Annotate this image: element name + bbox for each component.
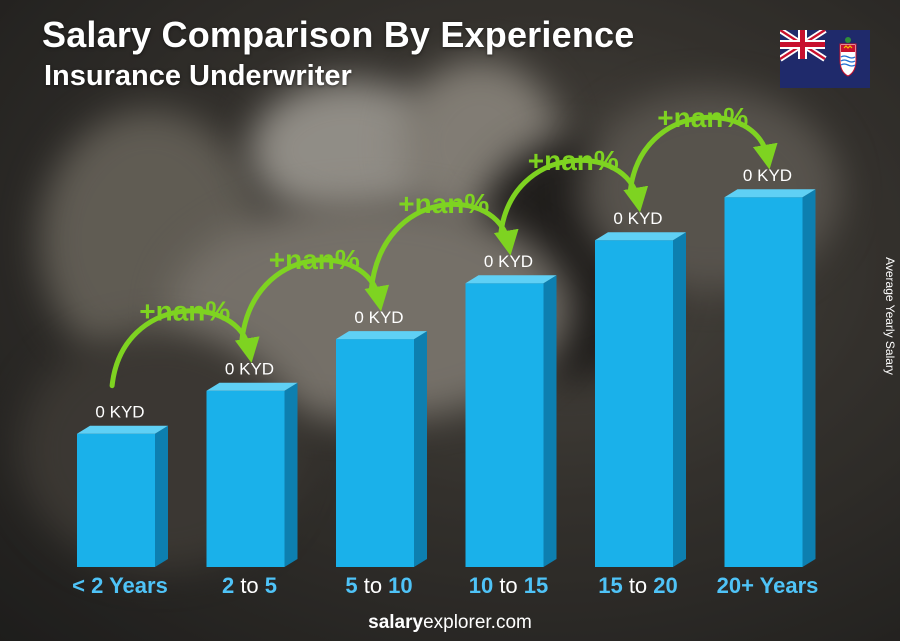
bar-front (595, 240, 673, 567)
tick-label-5: 15 to 20 (598, 573, 678, 598)
bar-side (673, 232, 686, 567)
change-label-3: +nan% (398, 188, 489, 219)
bar-6 (724, 189, 816, 567)
chart-subtitle: Insurance Underwriter (44, 60, 352, 92)
value-label-1: 0 KYD (95, 403, 144, 422)
value-label-2: 0 KYD (225, 360, 274, 379)
bar-top (595, 232, 686, 241)
bar-front (206, 390, 285, 567)
bar-3 (336, 331, 427, 567)
tick-label-6: 20+ Years (717, 573, 819, 598)
value-label-4: 0 KYD (484, 252, 533, 271)
bar-side (802, 189, 816, 567)
value-label-3: 0 KYD (354, 308, 403, 327)
bar-5 (595, 232, 686, 567)
change-label-1: +nan% (139, 296, 230, 327)
bar-front (465, 283, 544, 567)
change-label-2: +nan% (269, 244, 360, 275)
footer-brand-rest: explorer.com (423, 612, 532, 633)
bar-side (414, 331, 427, 567)
chart-title: Salary Comparison By Experience (42, 14, 635, 55)
value-label-6: 0 KYD (743, 166, 792, 185)
bar-2 (206, 382, 298, 567)
bar-1 (77, 425, 168, 567)
tick-label-4: 10 to 15 (469, 573, 549, 598)
bar-top (206, 382, 298, 391)
bar-top (336, 331, 427, 340)
bar-top (77, 425, 168, 434)
bar-top (465, 275, 557, 284)
bar-top (724, 189, 816, 198)
bar-side (284, 382, 298, 567)
change-arrow-4 (498, 157, 649, 238)
tick-label-2: 2 to 5 (222, 573, 277, 598)
bar-front (724, 197, 803, 567)
tick-label-1: < 2 Years (72, 573, 168, 598)
bar-front (336, 339, 414, 567)
bar-4 (465, 275, 557, 567)
change-label-4: +nan% (528, 145, 619, 176)
change-arrow-3 (368, 201, 519, 294)
tick-label-3: 5 to 10 (345, 573, 412, 598)
footer-brand-bold: salary (368, 612, 424, 633)
bar-front (77, 433, 155, 567)
bar-side (543, 275, 557, 567)
change-arrow-5 (627, 114, 778, 195)
bar-side (155, 425, 168, 567)
change-label-5: +nan% (657, 102, 748, 133)
footer-brand: salaryexplorer.com (0, 612, 900, 634)
cayman-islands-flag-icon (780, 30, 870, 88)
value-label-5: 0 KYD (613, 209, 662, 228)
